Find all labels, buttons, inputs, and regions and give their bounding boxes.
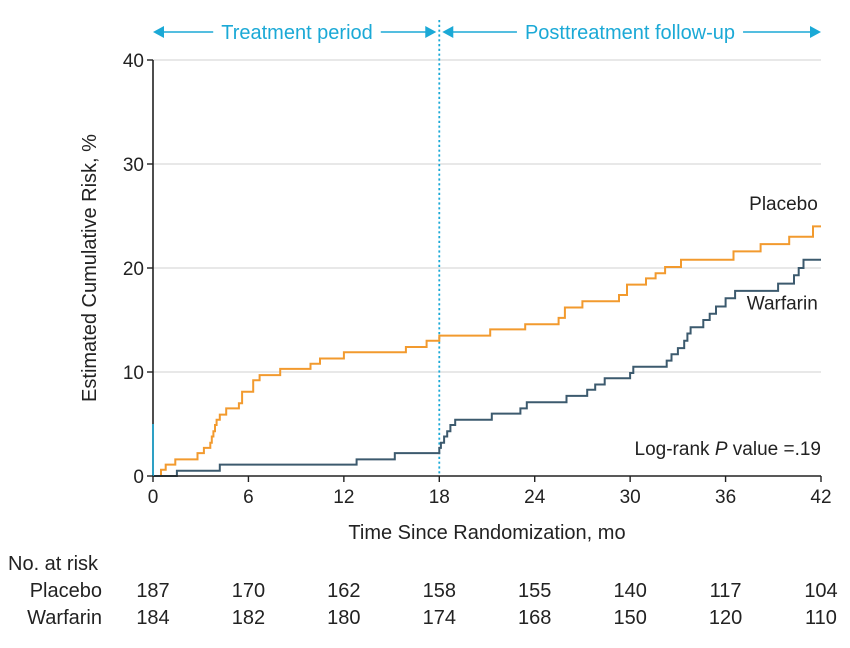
y-tick-label: 20 <box>123 259 144 280</box>
x-tick-label: 24 <box>524 487 546 508</box>
log-rank-annotation: Log-rank P value =.19 <box>635 439 821 460</box>
series-layer <box>153 225 821 477</box>
y-tick-label: 10 <box>123 363 144 384</box>
risk-value: 162 <box>327 580 360 602</box>
gridlines <box>153 59 821 373</box>
risk-value: 174 <box>423 607 456 629</box>
series-line-warfarin <box>153 258 821 477</box>
risk-value: 184 <box>136 607 169 629</box>
risk-row-label-warfarin: Warfarin <box>27 607 102 629</box>
x-tick-label: 42 <box>810 487 831 508</box>
risk-value: 120 <box>709 607 742 629</box>
risk-value: 110 <box>805 607 837 629</box>
risk-table-heading: No. at risk <box>8 553 99 575</box>
risk-value: 158 <box>423 580 456 602</box>
x-tick-label: 18 <box>429 487 450 508</box>
risk-value: 150 <box>613 607 646 629</box>
series-label-placebo: Placebo <box>749 194 818 215</box>
risk-row-label-placebo: Placebo <box>30 580 102 602</box>
risk-value: 104 <box>804 580 837 602</box>
period-header: Treatment period Posttreatment follow-up <box>153 22 821 44</box>
posttreatment-right-arrow <box>810 26 821 38</box>
series-line-placebo <box>153 225 821 477</box>
posttreatment-label: Posttreatment follow-up <box>525 22 735 44</box>
y-tick-label: 40 <box>123 51 144 72</box>
risk-value: 187 <box>136 580 169 602</box>
treatment-left-arrow <box>153 26 164 38</box>
treatment-right-arrow <box>425 26 437 38</box>
y-tick-label: 30 <box>123 155 144 176</box>
series-label-warfarin: Warfarin <box>747 294 818 315</box>
risk-value: 155 <box>518 580 551 602</box>
x-axis-label: Time Since Randomization, mo <box>348 522 625 544</box>
x-tick-label: 30 <box>620 487 641 508</box>
log-rank-suffix: value =.19 <box>728 439 822 460</box>
log-rank-p: P <box>715 439 728 460</box>
posttreatment-left-arrow <box>442 26 454 38</box>
risk-value: 140 <box>613 580 646 602</box>
x-tick-label: 6 <box>243 487 254 508</box>
y-tick-label: 0 <box>133 467 144 488</box>
log-rank-prefix: Log-rank <box>635 439 715 460</box>
x-tick-label: 12 <box>333 487 354 508</box>
risk-value: 117 <box>710 580 742 602</box>
y-axis-label: Estimated Cumulative Risk, % <box>79 134 101 402</box>
risk-value: 180 <box>327 607 360 629</box>
x-tick-label: 36 <box>715 487 736 508</box>
x-tick-label: 0 <box>148 487 159 508</box>
risk-value: 182 <box>232 607 265 629</box>
axes: 0 6 12 18 24 30 36 42 0 10 20 30 40 <box>123 51 832 508</box>
risk-value: 170 <box>232 580 265 602</box>
treatment-period-label: Treatment period <box>221 22 373 44</box>
risk-table: No. at risk Placebo 187 170 162 158 155 140 117… <box>8 553 838 629</box>
risk-value: 168 <box>518 607 551 629</box>
